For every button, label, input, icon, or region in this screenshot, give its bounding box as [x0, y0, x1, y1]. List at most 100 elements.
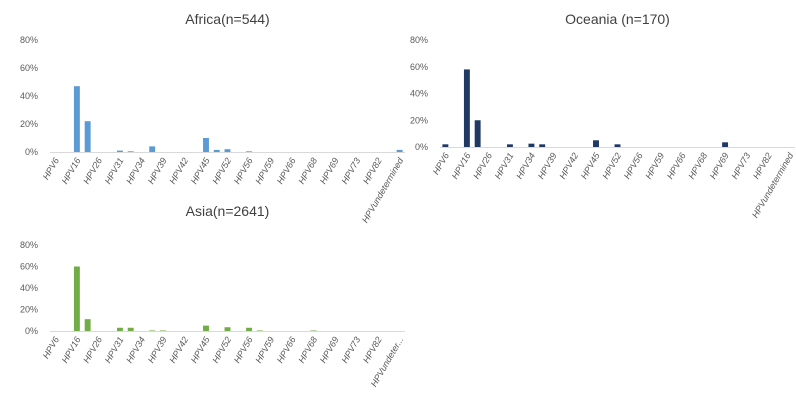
y-tick-label: 40% — [410, 89, 428, 99]
y-tick-label: 40% — [20, 283, 38, 293]
x-tick-label: HPV16 — [450, 151, 473, 181]
x-tick-label: HPV82 — [361, 335, 384, 365]
bar-hpv31 — [116, 150, 123, 152]
chart-panel-1: Oceania (n=170)0%20%40%60%80%HPV6HPV16HP… — [410, 11, 796, 220]
x-tick-label: HPV69 — [318, 156, 341, 186]
x-tick-label: HPV34 — [124, 335, 147, 365]
x-tick-label: HPV68 — [296, 335, 319, 365]
x-tick-label: HPV66 — [275, 156, 298, 186]
x-tick-label: HPV56 — [622, 151, 645, 181]
bar-hpv18 — [84, 121, 91, 152]
x-tick-label: HPV26 — [81, 156, 104, 186]
bar-hpv39 — [159, 330, 166, 331]
y-tick-label: 20% — [20, 119, 38, 129]
bar-hpv56 — [246, 151, 252, 152]
x-tick-label: HPV45 — [579, 150, 602, 181]
x-tick-label: HPVundetermined — [360, 155, 406, 224]
bar-hpv52 — [614, 144, 621, 147]
bar-hpv51 — [213, 149, 220, 152]
bar-hpvundetermined — [396, 149, 403, 152]
y-tick-label: 80% — [410, 35, 428, 45]
y-tick-label: 20% — [20, 305, 38, 315]
x-tick-label: HPV52 — [210, 335, 233, 365]
x-tick-label: HPV59 — [253, 335, 276, 365]
y-tick-label: 0% — [25, 326, 38, 336]
x-tick-label: HPV68 — [686, 151, 709, 181]
chart-title: Oceania (n=170) — [565, 11, 670, 27]
chart-panel-2: Asia(n=2641) 0% 20% 40% 60% 80% HPV6HPV16HPV26… — [20, 203, 405, 389]
y-tick-label: 80% — [20, 240, 38, 250]
bar-hpv16 — [463, 69, 470, 147]
y-tick-label: 60% — [20, 262, 38, 272]
bar-hpv16 — [73, 266, 80, 331]
x-tick-label: HPV42 — [167, 335, 190, 365]
y-tick-label: 80% — [20, 35, 38, 45]
x-tick-label: HPV39 — [146, 156, 169, 186]
x-tick-label: HPV6 — [41, 335, 61, 360]
x-tick-label: HPV39 — [146, 335, 169, 365]
x-tick-label: HPV68 — [296, 156, 319, 186]
bar-hpv56 — [246, 327, 252, 331]
x-tick-label: HPV39 — [536, 151, 559, 181]
x-tick-label: HPV69 — [708, 151, 731, 181]
x-tick-label: HPV16 — [60, 335, 83, 365]
x-tick-label: HPV52 — [210, 156, 233, 186]
x-tick-label: HPV52 — [600, 151, 623, 181]
bar-hpv45 — [203, 325, 209, 331]
x-tick-label: HPV42 — [167, 156, 190, 186]
bar-hpv35 — [539, 144, 546, 147]
x-tick-label: HPV31 — [103, 335, 126, 365]
x-tick-label: HPV73 — [729, 151, 752, 181]
x-tick-label: HPV6 — [41, 156, 61, 181]
bar-hpv34 — [528, 143, 535, 147]
bar-hpv35 — [149, 146, 156, 152]
x-tick-label: HPV45 — [189, 155, 212, 186]
x-tick-label: HPV69 — [318, 335, 341, 365]
bar-hpv18 — [474, 120, 481, 147]
x-tick-label: HPV56 — [232, 156, 255, 186]
x-tick-label: HPV31 — [493, 151, 516, 181]
y-tick-label: 60% — [20, 63, 38, 73]
x-tick-label: HPV34 — [124, 156, 147, 186]
bar-hpv35 — [149, 330, 156, 331]
x-tick-label: HPV66 — [665, 151, 688, 181]
x-tick-label: HPV82 — [751, 151, 774, 181]
bar-hpv16 — [73, 86, 80, 152]
x-tick-label: HPV59 — [643, 151, 666, 181]
x-tick-label: HPVundetermined — [750, 150, 796, 219]
x-tick-label: HPV42 — [557, 151, 580, 181]
chart-title: Africa(n=544) — [185, 11, 269, 27]
chart-title: Asia(n=2641) — [186, 203, 270, 219]
x-tick-label: HPV34 — [514, 151, 537, 181]
bar-hpv18 — [84, 319, 91, 331]
bar-hpv31 — [506, 144, 513, 147]
bar-hpv58 — [256, 330, 263, 331]
bar-hpv69 — [722, 142, 729, 147]
y-tick-label: 0% — [415, 142, 428, 152]
y-tick-label: 40% — [20, 91, 38, 101]
chart-panel-0: Africa(n=544) 0% 20% 40% 60% 80% HPV6HPV16HPV2… — [20, 11, 406, 225]
x-tick-label: HPV73 — [339, 335, 362, 365]
y-tick-label: 60% — [410, 62, 428, 72]
bar-hpv31 — [116, 327, 123, 331]
y-tick-label: 0% — [25, 147, 38, 157]
x-tick-label: HPV31 — [103, 156, 126, 186]
bar-hpv6 — [442, 144, 449, 147]
bar-hpv52 — [224, 149, 231, 152]
x-tick-label: HPV66 — [275, 335, 298, 365]
bar-hpv52 — [224, 327, 231, 331]
x-tick-label: HPV26 — [81, 335, 104, 365]
y-tick-label: 20% — [410, 115, 428, 125]
bar-hpv45 — [203, 138, 209, 152]
bar-hpv33 — [127, 327, 134, 331]
bar-hpv33 — [127, 151, 134, 152]
x-tick-label: HPV56 — [232, 335, 255, 365]
x-tick-label: HPV26 — [471, 151, 494, 181]
x-tick-label: HPV73 — [339, 156, 362, 186]
bar-hpv68 — [310, 330, 317, 331]
x-tick-label: HPV45 — [189, 334, 212, 365]
x-tick-label: HPV82 — [361, 156, 384, 186]
bar-hpv45 — [593, 140, 599, 147]
x-tick-label: HPV59 — [253, 156, 276, 186]
